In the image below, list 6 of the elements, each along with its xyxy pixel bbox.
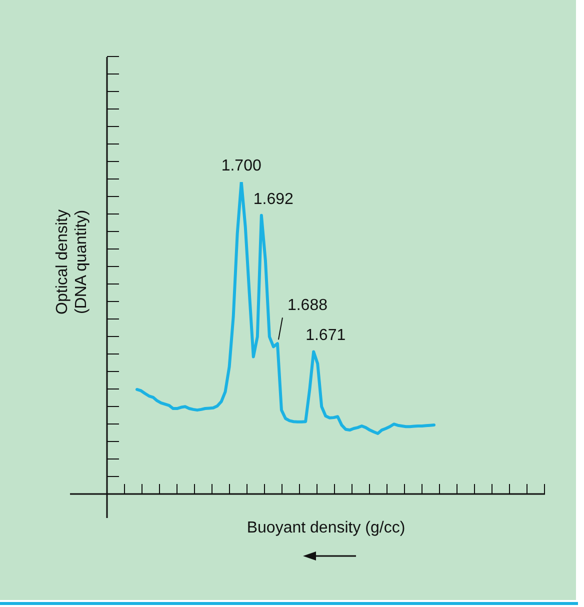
text: 1.700 [221,157,262,174]
annotation: 1.671 [306,327,346,344]
annotation: 1.688 [287,297,328,314]
y-axis-title: Optical density (DNA quantity) [54,210,90,314]
x-axis-title: Buoyant density (g/cc) [246,519,406,536]
annotation: 1.692 [253,190,294,208]
